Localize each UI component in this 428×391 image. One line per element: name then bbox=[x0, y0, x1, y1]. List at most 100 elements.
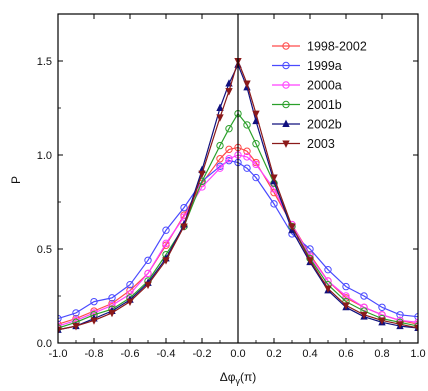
x-tick-label: -0.6 bbox=[121, 348, 140, 360]
legend-marker bbox=[282, 81, 290, 89]
y-tick-label: 1.0 bbox=[37, 150, 52, 162]
legend-marker bbox=[282, 140, 290, 148]
legend-label: 2001b bbox=[307, 98, 342, 112]
data-point bbox=[342, 292, 350, 300]
legend-label: 2003 bbox=[307, 137, 335, 151]
x-tick-label: -0.8 bbox=[85, 348, 104, 360]
data-point bbox=[225, 124, 233, 133]
axes-layer: -1.0 -0.8 -0.6 -0.4 -0.2 0.0 0.2 0.4 0.6 0.8 1.0 0.… bbox=[37, 13, 426, 360]
y-tick-label: 1.5 bbox=[37, 56, 52, 68]
data-point bbox=[58, 324, 62, 332]
legend-item-2001b: 2001b bbox=[272, 98, 342, 112]
data-point bbox=[108, 309, 116, 318]
data-point bbox=[342, 282, 350, 291]
data-point bbox=[126, 298, 134, 307]
data-point bbox=[288, 223, 296, 231]
data-point bbox=[216, 141, 224, 150]
data-point bbox=[252, 160, 260, 169]
legend-item-1998-2002: 1998-2002 bbox=[272, 40, 367, 54]
data-point bbox=[162, 239, 170, 248]
data-point bbox=[90, 317, 98, 325]
data-point bbox=[324, 285, 332, 293]
data-point bbox=[243, 121, 251, 129]
legend-item-2003: 2003 bbox=[272, 137, 335, 151]
x-tick-label: -0.4 bbox=[157, 348, 176, 360]
data-point bbox=[72, 309, 80, 317]
data-point bbox=[252, 158, 260, 167]
legend-label: 1999a bbox=[307, 59, 342, 73]
x-axis-label-main: Δφ bbox=[220, 370, 236, 384]
x-tick-label: 0.0 bbox=[230, 348, 245, 360]
x-tick-label: -0.2 bbox=[193, 348, 212, 360]
y-tick-label: 0.0 bbox=[37, 338, 52, 350]
data-point bbox=[108, 294, 116, 302]
data-point bbox=[252, 140, 260, 148]
data-point bbox=[243, 147, 251, 155]
data-point bbox=[180, 223, 188, 231]
data-point bbox=[58, 326, 62, 335]
data-point bbox=[162, 226, 170, 234]
data-point bbox=[144, 281, 152, 290]
data-point bbox=[306, 257, 314, 265]
data-point bbox=[225, 156, 233, 165]
data-point bbox=[378, 303, 386, 311]
x-tick-label: -1.0 bbox=[49, 348, 68, 360]
data-point bbox=[216, 162, 224, 170]
data-point bbox=[243, 164, 251, 172]
legend-item-1999a: 1999a bbox=[272, 59, 342, 73]
x-tick-label: 0.2 bbox=[266, 348, 281, 360]
data-point bbox=[58, 322, 62, 330]
legend-item-2002b: 2002b bbox=[272, 118, 342, 132]
x-tick-label: 0.8 bbox=[374, 348, 389, 360]
data-point bbox=[225, 88, 233, 96]
data-point bbox=[126, 281, 134, 289]
x-tick-label: 0.4 bbox=[302, 348, 317, 360]
legend: 1998-2002 1999a 2000a 2001b 2002b 2003 bbox=[272, 40, 367, 151]
data-point bbox=[58, 314, 62, 323]
legend-marker bbox=[282, 100, 290, 109]
data-point bbox=[72, 323, 80, 331]
data-point bbox=[198, 170, 206, 179]
legend-label: 2002b bbox=[307, 118, 342, 132]
legend-marker bbox=[282, 61, 290, 70]
data-point bbox=[360, 311, 368, 320]
x-axis-label-suffix: (π) bbox=[240, 370, 256, 384]
data-point bbox=[58, 320, 62, 328]
data-point bbox=[144, 256, 152, 264]
data-point bbox=[378, 317, 386, 325]
data-point bbox=[270, 174, 278, 182]
data-point bbox=[252, 173, 260, 182]
data-point bbox=[216, 114, 224, 122]
data-point bbox=[162, 241, 170, 249]
data-point bbox=[90, 297, 98, 306]
data-point bbox=[396, 311, 404, 319]
data-point bbox=[306, 245, 314, 253]
data-point bbox=[270, 200, 278, 208]
legend-item-2000a: 2000a bbox=[272, 79, 342, 93]
data-point bbox=[180, 203, 188, 212]
x-tick-label: 0.6 bbox=[338, 348, 353, 360]
data-point bbox=[243, 153, 251, 161]
x-axis-label-sub: γ bbox=[236, 376, 241, 386]
data-point bbox=[414, 324, 418, 333]
data-point bbox=[225, 145, 233, 154]
y-tick-label: 0.5 bbox=[37, 244, 52, 256]
data-point bbox=[216, 103, 224, 111]
data-point bbox=[216, 155, 224, 163]
data-point bbox=[243, 80, 251, 88]
y-axis-label: P bbox=[9, 176, 23, 184]
legend-label: 1998-2002 bbox=[307, 40, 367, 54]
legend-marker bbox=[282, 42, 290, 50]
data-point bbox=[162, 257, 170, 265]
data-point bbox=[216, 164, 224, 172]
data-point bbox=[342, 302, 350, 310]
data-point bbox=[324, 265, 332, 274]
legend-marker bbox=[282, 119, 290, 127]
data-point bbox=[360, 292, 368, 300]
legend-label: 2000a bbox=[307, 79, 342, 93]
data-point bbox=[396, 321, 404, 329]
data-point bbox=[144, 269, 152, 278]
x-axis-label: Δφγ(π) bbox=[220, 370, 257, 386]
